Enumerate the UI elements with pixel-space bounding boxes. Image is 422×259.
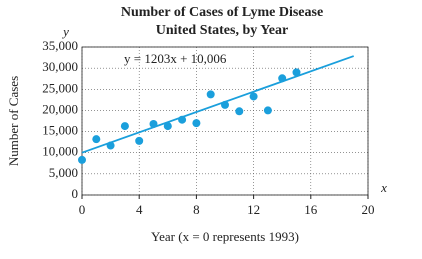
x-axis-letter: x [380,180,387,195]
y-tick-label: 5,000 [49,165,78,180]
y-axis-label: Number of Cases [6,76,21,166]
point [135,136,144,145]
y-tick-label: 25,000 [42,80,78,95]
annotation: y = 1203x + 10,006 [124,51,227,66]
point [149,119,158,128]
point [278,74,287,83]
y-tick-label: 10,000 [42,144,78,159]
point [106,141,115,150]
point [92,135,101,144]
x-tick-label: 0 [79,202,86,217]
y-tick-label: 20,000 [42,101,78,116]
x-tick-label: 4 [136,202,143,217]
y-tick-label: 30,000 [42,59,78,74]
chart-title: Number of Cases of Lyme Disease [121,5,323,20]
trend-line [81,55,355,154]
y-axis-letter: y [61,24,69,39]
x-tick-label: 16 [304,202,318,217]
point [292,68,301,77]
y-tick-label: 15,000 [42,123,78,138]
chart-subtitle: United States, by Year [156,23,288,38]
point [221,100,229,109]
y-tick-label: 35,000 [42,38,78,53]
point [192,119,201,128]
point [178,115,187,124]
point [78,155,86,164]
point [235,107,244,116]
x-tick-label: 20 [362,202,375,217]
x-tick-label: 12 [247,202,260,217]
point [163,122,172,131]
x-tick-label: 8 [193,202,200,217]
plot-frame [81,46,369,196]
point [206,90,215,99]
x-axis-label: Year (x = 0 represents 1993) [151,229,299,244]
point [263,106,272,115]
point [249,92,258,101]
y-tick-label: 0 [72,186,79,201]
point [120,122,129,131]
